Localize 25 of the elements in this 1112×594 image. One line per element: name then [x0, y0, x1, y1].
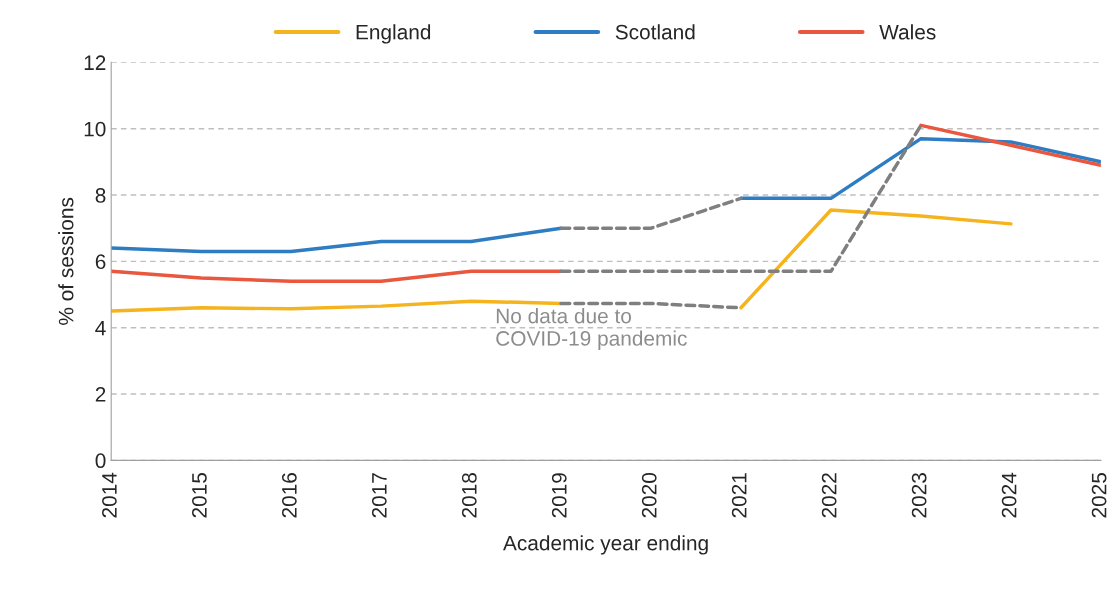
x-tick-label: 2024 — [1001, 472, 1017, 518]
y-tick-label: 0 — [95, 453, 106, 469]
x-tick-label: 2022 — [821, 473, 837, 518]
x-tick-label: 2019 — [551, 473, 567, 518]
x-tick-label: 2018 — [461, 473, 477, 518]
x-tick-label: 2023 — [911, 473, 927, 518]
legend-label: England — [356, 24, 431, 44]
x-tick-label: 2021 — [731, 473, 747, 518]
y-tick-label: 6 — [95, 254, 106, 270]
x-tick-label: 2020 — [641, 472, 657, 518]
y-tick-label: 10 — [84, 121, 106, 137]
y-tick-label: 2 — [95, 387, 106, 402]
y-tick-label: 8 — [95, 188, 106, 203]
y-tick-label: 12 — [84, 55, 106, 70]
y-axis-title: % of sessions — [58, 197, 74, 325]
x-tick-label: 2014 — [102, 472, 117, 518]
x-tick-label: 2017 — [371, 473, 387, 518]
x-axis-title: Academic year ending — [503, 535, 708, 555]
x-tick-label: 2016 — [281, 473, 297, 518]
legend-label: Wales — [879, 24, 936, 40]
annotation: No data due to COVID-19 pandemic — [496, 308, 687, 350]
y-tick-label: 4 — [95, 320, 106, 336]
x-tick-label: 2025 — [1091, 473, 1107, 518]
legend-label: Scotland — [615, 24, 695, 40]
x-tick-label: 2015 — [192, 473, 207, 518]
